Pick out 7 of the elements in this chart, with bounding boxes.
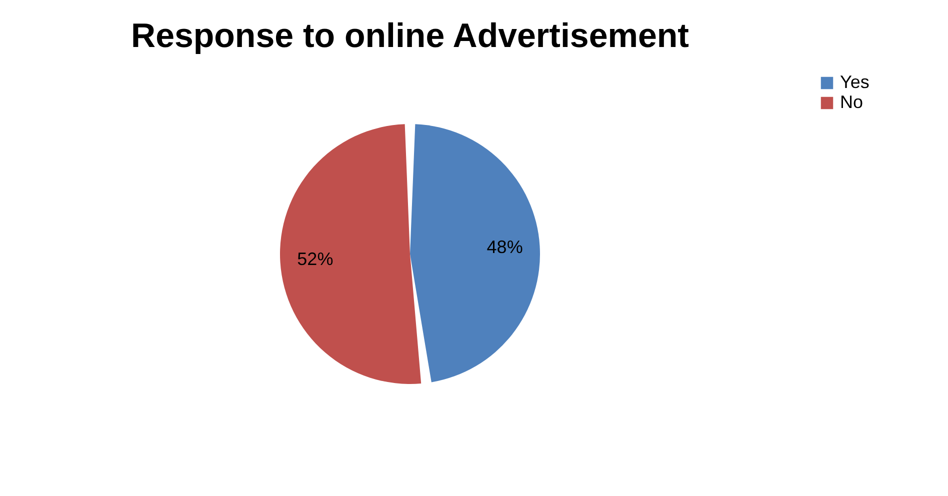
legend-label: No	[840, 92, 864, 112]
pie-slice	[410, 124, 540, 382]
pie-slice	[280, 124, 422, 384]
chart-title: Response to online Advertisement	[131, 17, 689, 55]
legend-label: Yes	[840, 72, 870, 92]
data-label: 48%	[486, 237, 523, 258]
data-label: 52%	[297, 248, 334, 269]
